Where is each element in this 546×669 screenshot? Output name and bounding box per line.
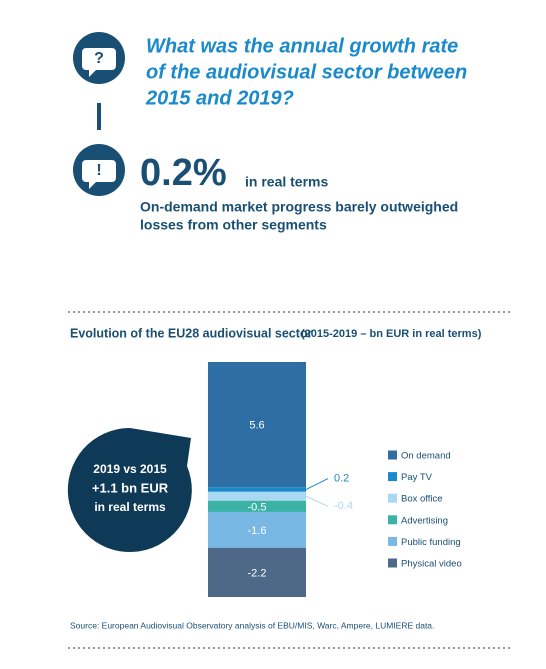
svg-text:!: ! — [96, 162, 101, 179]
bar-segment — [208, 487, 306, 492]
chart-title: Evolution of the EU28 audiovisual sector — [70, 326, 313, 340]
answer-line: On-demand market progress barely outweig… — [140, 199, 458, 215]
answer-line: losses from other segments — [140, 217, 327, 233]
bar-segment — [208, 491, 306, 501]
answer-note: in real terms — [245, 174, 328, 190]
callout-line: in real terms — [94, 500, 166, 514]
legend-label: Physical video — [401, 559, 462, 570]
legend-label: Public funding — [401, 537, 461, 548]
data-label: 5.6 — [249, 420, 264, 432]
data-label: -1.6 — [248, 525, 267, 537]
question-line: of the audiovisual sector between — [146, 61, 467, 83]
bar-segment — [208, 500, 306, 512]
callout-line: 2019 vs 2015 — [93, 462, 167, 476]
bar-segment — [208, 547, 306, 597]
bar-segment — [208, 362, 306, 488]
legend-swatch — [388, 493, 397, 503]
leader-line — [305, 495, 329, 507]
data-label: -0.5 — [248, 501, 267, 513]
data-label: -0.4 — [334, 500, 353, 512]
bar-segment — [208, 511, 306, 548]
source: Source: European Audiovisual Observatory… — [70, 620, 434, 630]
data-label: -2.2 — [248, 567, 267, 579]
callout-bubble — [67, 427, 192, 552]
chart-subtitle: (2015-2019 – bn EUR in real terms) — [301, 328, 482, 340]
legend-label: Box office — [401, 494, 443, 505]
legend-swatch — [388, 558, 397, 568]
answer-value: 0.2% — [140, 152, 227, 194]
callout-line: +1.1 bn EUR — [92, 480, 169, 495]
legend-label: Pay TV — [401, 472, 433, 483]
legend-label: On demand — [401, 451, 451, 462]
legend-swatch — [388, 515, 397, 525]
question-line: 2015 and 2019? — [145, 87, 294, 109]
legend-label: Advertising — [401, 515, 448, 526]
leader-line — [305, 478, 329, 491]
legend-swatch — [388, 472, 397, 482]
svg-text:?: ? — [94, 50, 104, 67]
legend-swatch — [388, 536, 397, 546]
data-label: 0.2 — [334, 472, 349, 484]
legend-swatch — [388, 450, 397, 460]
answer-icon: ! — [73, 144, 125, 196]
question-line: What was the annual growth rate — [146, 35, 458, 57]
question-icon: ? — [73, 32, 125, 84]
